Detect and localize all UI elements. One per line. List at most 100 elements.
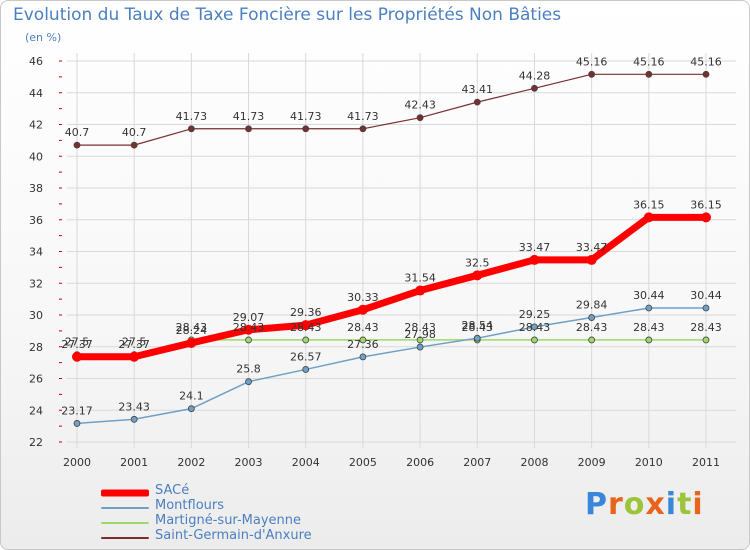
data-label: 41.73 [347,110,379,123]
data-label: 45.16 [633,55,665,68]
data-point [472,270,483,281]
data-label: 23.17 [61,404,93,417]
data-label: 30.44 [633,289,665,302]
data-point [702,304,710,312]
data-point [302,336,310,344]
data-label: 27.5 [122,336,147,349]
proxiti-logo: Proxiti [585,487,704,522]
data-label: 32.5 [465,256,490,269]
y-tick-label: 22 [29,436,43,449]
data-point [645,304,653,312]
data-point [588,70,596,78]
logo-letter: x [645,487,666,522]
data-point [359,336,367,344]
data-point [187,125,195,133]
data-label: 29.07 [233,311,265,324]
data-point [245,125,252,133]
data-label: 33.47 [519,241,551,254]
data-label: 27.98 [404,328,436,341]
logo-letter: t [677,487,693,522]
y-tick-label: 44 [29,87,43,100]
legend-label: Montflours [155,498,225,513]
data-label: 29.36 [290,306,322,319]
data-point [302,366,310,373]
data-label: 27.37 [61,338,93,351]
data-label: 27.36 [347,338,379,351]
data-point [186,337,197,348]
data-label: 44.28 [519,69,551,82]
data-point [645,70,653,78]
data-label: 41.73 [290,110,322,123]
data-label: 28.54 [462,319,494,332]
data-label: 30.44 [690,289,722,302]
data-point [302,125,310,133]
x-tick-label: 2002 [177,456,205,469]
data-label: 28.43 [576,321,608,334]
data-label: 28.24 [176,324,208,337]
y-tick-label: 24 [29,404,43,417]
data-label: 28.43 [347,321,379,334]
x-tick-label: 2003 [235,456,263,469]
y-tick-label: 42 [29,119,43,132]
data-point [357,304,368,315]
data-label: 28.43 [290,321,322,334]
data-label: 41.73 [233,110,265,123]
data-label: 28.43 [462,321,494,334]
logo-letter: i [665,487,678,522]
data-point [72,351,82,362]
logo-letter: P [585,487,608,522]
y-tick-label: 30 [29,309,43,322]
x-tick-label: 2011 [692,456,720,469]
series-line [73,213,710,361]
data-label: 36.15 [690,198,722,211]
data-point [130,415,138,423]
series-line [76,73,707,146]
data-point [359,125,367,133]
data-point [300,320,311,331]
x-tick-label: 2007 [463,456,491,469]
x-tick-label: 2001 [120,456,148,469]
data-point [702,70,710,78]
y-tick-label: 32 [29,277,43,290]
data-label: 28.43 [633,321,665,334]
legend-label: SACé [155,483,190,498]
data-label: 40.7 [65,126,90,139]
data-label: 24.1 [179,390,204,403]
y-tick-label: 34 [29,246,43,259]
data-point [473,98,481,106]
data-point [245,336,252,344]
data-label: 36.15 [633,198,665,211]
line-chart: 22 24 26 28 30 32 34 36 38 40 42 44 46 2000 2001 2002 20… [29,53,736,469]
data-point [129,351,140,362]
data-point [416,343,424,351]
y-tick-label: 38 [29,182,43,195]
y-tick-label: 36 [29,214,43,227]
data-label: 28.43 [404,321,436,334]
data-label: 31.54 [404,272,436,285]
y-tick-label: 40 [29,150,43,163]
legend-swatch [101,489,149,496]
data-point [130,141,138,149]
data-point [586,254,597,265]
data-label: 29.84 [576,299,608,312]
data-label: 28.43 [690,321,722,334]
data-point [588,314,596,321]
data-point [531,323,538,331]
data-point [245,378,252,386]
data-label: 28.43 [519,321,551,334]
data-label: 30.33 [347,291,379,304]
x-tick-label: 2006 [406,456,434,469]
logo-letter: i [692,487,704,522]
data-label: 26.57 [290,350,322,363]
chart-title: Evolution du Taux de Taxe Foncière sur l… [13,5,562,25]
data-point [416,114,424,122]
data-label: 45.16 [576,55,608,68]
legend-label: Martigné-sur-Mayenne [155,513,301,528]
data-label: 28.43 [176,321,208,334]
data-point [359,353,367,361]
data-point [531,84,538,92]
data-label: 42.43 [404,99,436,112]
logo-letter: r [608,487,624,522]
data-label: 41.73 [176,110,208,123]
data-point [645,336,653,344]
